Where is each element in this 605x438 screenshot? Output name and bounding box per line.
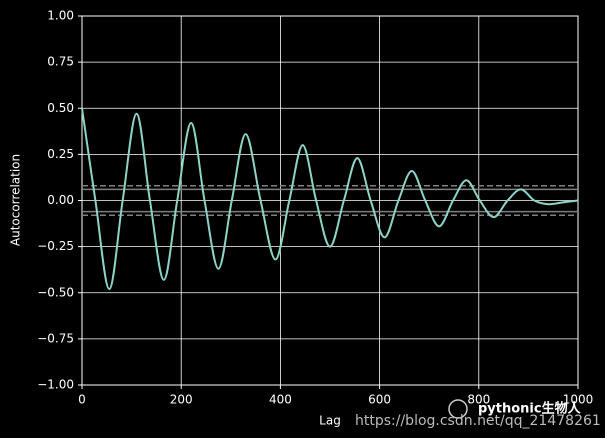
x-axis-label: Lag [319, 414, 341, 428]
watermark-icon [448, 399, 468, 419]
y-tick-label: −0.75 [37, 331, 74, 345]
y-tick-label: 0.25 [47, 147, 74, 161]
x-tick-label: 600 [368, 393, 391, 407]
series-line [81, 108, 579, 291]
x-tick-label: 400 [269, 393, 292, 407]
y-tick-label: 1.00 [47, 9, 74, 23]
x-tick-label: 800 [467, 393, 490, 407]
y-tick-label: 0.50 [47, 101, 74, 115]
y-tick-label: −1.00 [37, 378, 74, 392]
y-tick-label: 0.75 [47, 55, 74, 69]
y-tick-label: −0.50 [37, 285, 74, 299]
watermark-url: https://blog.csdn.net/qq_21478261 [355, 413, 601, 429]
y-tick-label: −0.25 [37, 239, 74, 253]
x-tick-label: 1000 [563, 393, 594, 407]
x-tick-label: 200 [170, 393, 193, 407]
watermark-name: pythonic生物人 [478, 401, 582, 417]
x-tick-label: 0 [78, 393, 86, 407]
y-axis-label: Autocorrelation [9, 154, 23, 246]
y-tick-label: 0.00 [47, 193, 74, 207]
